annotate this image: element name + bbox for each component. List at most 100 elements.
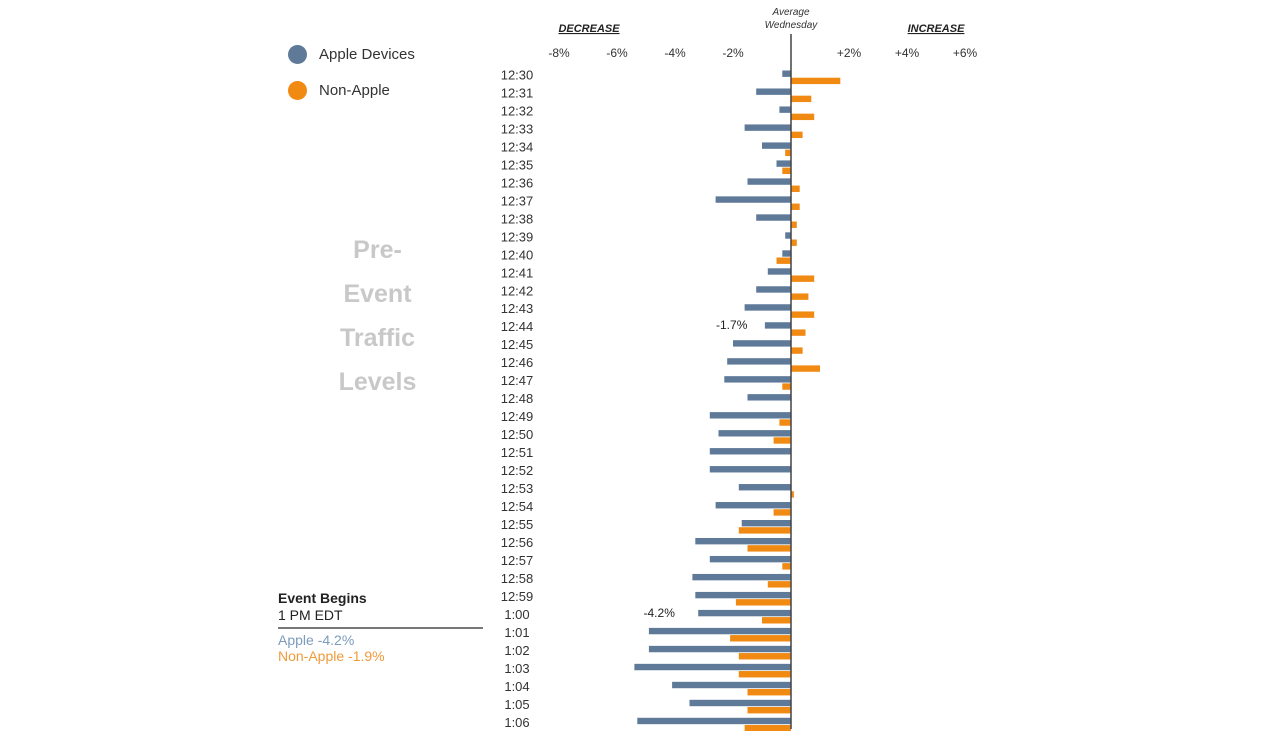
- time-label: 1:06: [504, 715, 529, 730]
- non-apple-bar: [791, 365, 820, 372]
- time-label: 12:38: [501, 211, 534, 226]
- x-tick-label: -2%: [722, 46, 744, 60]
- event-non-apple-change: Non-Apple -1.9%: [278, 648, 385, 664]
- non-apple-bar: [791, 185, 800, 192]
- annotation-label: -1.7%: [716, 318, 748, 332]
- time-label: 12:48: [501, 391, 534, 406]
- time-label: 12:49: [501, 409, 534, 424]
- apple-bar: [733, 340, 791, 347]
- apple-bar: [782, 70, 791, 77]
- non-apple-bar: [791, 221, 797, 228]
- time-label: 12:40: [501, 247, 534, 262]
- non-apple-bar: [738, 527, 791, 534]
- apple-bar: [724, 376, 791, 383]
- apple-bar: [747, 394, 791, 401]
- apple-bar: [689, 699, 791, 707]
- time-label: 12:56: [501, 535, 534, 550]
- time-label: 12:44: [501, 319, 534, 334]
- apple-bar: [756, 286, 791, 293]
- non-apple-bar: [730, 635, 791, 642]
- non-apple-bar: [791, 239, 797, 246]
- event-title: Event Begins: [278, 590, 367, 606]
- time-label: 1:02: [504, 643, 529, 658]
- apple-bar: [776, 160, 791, 167]
- non-apple-legend-label: Non-Apple: [319, 81, 390, 99]
- time-label: 12:59: [501, 589, 534, 604]
- time-label: 12:37: [501, 193, 534, 208]
- non-apple-bar: [773, 509, 791, 516]
- average-header-line: Average: [771, 7, 810, 18]
- time-label: 12:30: [501, 68, 534, 83]
- event-apple-change: Apple -4.2%: [278, 632, 355, 648]
- pre-event-label: Pre- Event Traffic Levels: [300, 228, 455, 404]
- non-apple-bar: [747, 545, 791, 552]
- apple-bar: [709, 555, 791, 563]
- time-label: 12:43: [501, 301, 534, 316]
- time-label: 12:52: [501, 463, 534, 478]
- apple-bar: [715, 196, 791, 203]
- non-apple-bar: [791, 311, 815, 318]
- non-apple-bar: [747, 707, 791, 714]
- pre-event-line: Event: [343, 280, 412, 308]
- apple-bar: [764, 322, 791, 329]
- apple-bar: [785, 232, 791, 239]
- apple-bar: [767, 268, 791, 275]
- non-apple-bar: [773, 437, 791, 444]
- x-tick-label: +6%: [953, 46, 978, 60]
- time-label: 1:04: [504, 679, 529, 694]
- apple-bar: [709, 448, 791, 455]
- time-label: 12:31: [501, 85, 534, 100]
- apple-bar: [637, 717, 791, 725]
- pre-event-line: Pre-: [353, 236, 402, 264]
- apple-bar: [762, 142, 791, 149]
- event-time: 1 PM EDT: [278, 607, 343, 623]
- apple-bar: [692, 573, 791, 581]
- x-tick-label: -6%: [606, 46, 628, 60]
- event-divider: [278, 627, 483, 629]
- time-label: 1:00: [504, 607, 529, 622]
- legend-item-non-apple: Non-Apple: [288, 80, 415, 100]
- time-label: 12:57: [501, 553, 534, 568]
- apple-bar: [779, 106, 791, 113]
- apple-legend-label: Apple Devices: [319, 45, 415, 63]
- apple-bar: [744, 124, 791, 131]
- apple-bar: [648, 627, 791, 635]
- non-apple-bar: [791, 293, 809, 300]
- x-tick-label: -8%: [548, 46, 570, 60]
- non-apple-bar: [782, 563, 791, 570]
- time-label: 12:50: [501, 427, 534, 442]
- time-label: 1:01: [504, 625, 529, 640]
- time-label: 12:39: [501, 229, 534, 244]
- increase-header: INCREASE: [908, 23, 966, 35]
- non-apple-bar: [791, 203, 800, 210]
- non-apple-bar: [782, 167, 791, 174]
- apple-bar: [782, 250, 791, 257]
- time-label: 1:05: [504, 697, 529, 712]
- non-apple-bar: [782, 383, 791, 390]
- non-apple-bar: [738, 671, 791, 678]
- apple-bar: [648, 645, 791, 653]
- non-apple-bar: [776, 257, 791, 264]
- non-apple-bar: [791, 77, 841, 85]
- time-label: 12:53: [501, 481, 534, 496]
- apple-bar: [756, 214, 791, 221]
- time-label: 12:41: [501, 265, 534, 280]
- pre-event-line: Levels: [338, 368, 417, 396]
- decrease-header: DECREASE: [558, 23, 620, 35]
- legend-item-apple: Apple Devices: [288, 44, 415, 64]
- non-apple-bar: [791, 275, 815, 282]
- apple-bar: [738, 484, 791, 491]
- apple-bar: [718, 430, 791, 437]
- non-apple-bar: [791, 491, 794, 498]
- time-label: 12:32: [501, 103, 534, 118]
- time-label: 12:33: [501, 121, 534, 136]
- non-apple-bar: [791, 131, 803, 139]
- apple-bar: [709, 466, 791, 473]
- time-label: 12:46: [501, 355, 534, 370]
- apple-bar: [747, 178, 791, 185]
- time-label: 12:42: [501, 283, 534, 298]
- apple-bar: [634, 663, 791, 671]
- apple-bar: [695, 537, 791, 545]
- time-label: 1:03: [504, 661, 529, 676]
